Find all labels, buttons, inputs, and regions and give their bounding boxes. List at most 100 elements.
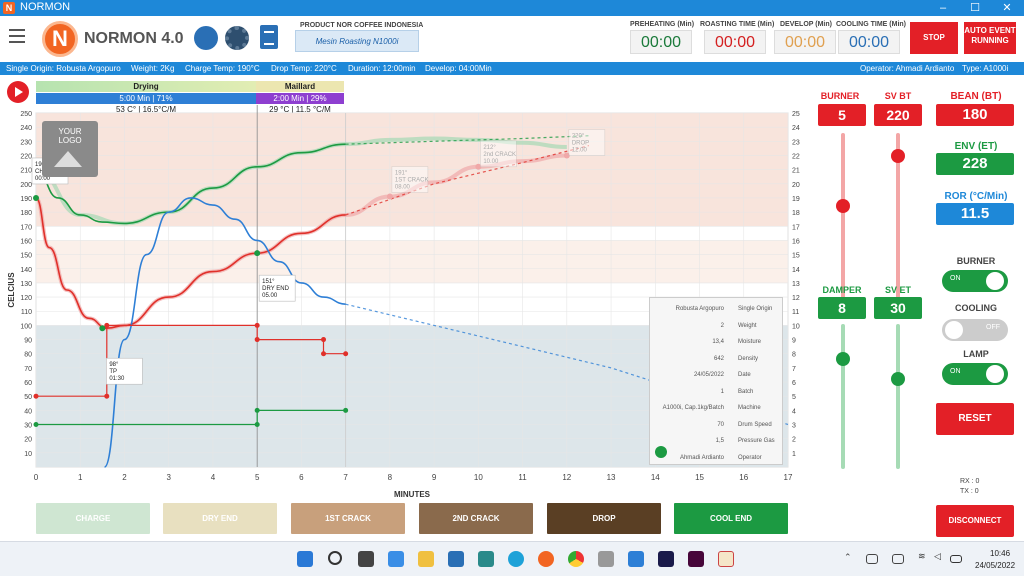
normon-app-icon[interactable]	[538, 551, 554, 567]
annotation-box	[391, 166, 429, 193]
damper-slider-handle[interactable]	[836, 352, 850, 366]
widgets-icon[interactable]	[388, 551, 404, 567]
profile-info-row: 2 Weight	[650, 323, 784, 335]
annotation-dryend-text: 151°	[262, 279, 275, 285]
2nd-crack-button[interactable]: 2ND CRACK	[419, 503, 533, 534]
y-tick-label-left: 80	[24, 352, 32, 359]
windows-start-icon[interactable]	[297, 551, 313, 567]
x-tick-label: 6	[299, 473, 304, 482]
cooling-toggle-knob	[945, 321, 963, 339]
y-tick-label-left: 220	[20, 153, 32, 160]
windows-taskbar: ⌃ ≋ ◁ 10:46 24/05/2022	[0, 541, 1024, 576]
x-tick-label: 17	[784, 473, 793, 482]
burner-toggle[interactable]: ON	[942, 270, 1008, 292]
hamburger-menu-icon[interactable]	[9, 29, 25, 43]
volume-icon[interactable]: ◁	[934, 551, 941, 561]
file-explorer-icon[interactable]	[418, 551, 434, 567]
calculator-icon[interactable]	[478, 551, 494, 567]
burner-slider-handle[interactable]	[836, 199, 850, 213]
collapse-info-button[interactable]	[655, 446, 667, 458]
profile-info-key: Moisture	[738, 339, 762, 345]
y-tick-label-right: 12	[792, 295, 800, 302]
x-tick-label: 13	[607, 473, 616, 482]
dry-end-button[interactable]: DRY END	[163, 503, 277, 534]
x-tick-label: 3	[166, 473, 171, 482]
lamp-toggle[interactable]: ON	[942, 363, 1008, 385]
clock-time[interactable]: 10:46	[990, 549, 1011, 558]
y-tick-label-left: 110	[21, 309, 32, 316]
disconnect-button[interactable]: DISCONNECT	[936, 505, 1014, 537]
maximize-button[interactable]: ☐	[970, 2, 980, 14]
task-view-icon[interactable]	[358, 551, 374, 567]
stop-button[interactable]: STOP	[910, 22, 958, 54]
cooling-time-label: COOLING TIME (Min)	[836, 21, 906, 28]
sv-bt-label: SV BT	[884, 91, 912, 101]
y-tick-label-left: 100	[20, 323, 32, 330]
setpoint-marker	[33, 422, 39, 428]
sv-et-slider[interactable]	[891, 324, 905, 469]
settings-icon[interactable]	[598, 551, 614, 567]
setpoint-marker	[104, 322, 110, 328]
display-icon[interactable]	[892, 554, 904, 564]
auto-event-running-button[interactable]: AUTO EVENT RUNNING	[964, 22, 1016, 54]
setpoint-marker	[254, 322, 260, 328]
photoshop-icon[interactable]	[658, 551, 674, 567]
store-icon[interactable]	[448, 551, 464, 567]
y-tick-label-right: 7	[792, 366, 796, 373]
lamp-toggle-label: LAMP	[963, 349, 989, 359]
cooling-toggle[interactable]: OFF	[942, 319, 1008, 341]
vscode-icon[interactable]	[628, 551, 644, 567]
env-et-value: 228	[936, 153, 1014, 175]
y-tick-label-right: 15	[792, 253, 800, 260]
burner-slider[interactable]	[836, 133, 850, 308]
snipping-tool-icon[interactable]	[718, 551, 734, 567]
tx-counter: TX : 0	[960, 488, 979, 495]
profile-info-value: 24/05/2022	[693, 372, 724, 378]
close-button[interactable]: ✕	[1002, 2, 1012, 14]
charge-button[interactable]: CHARGE	[36, 503, 150, 534]
brand-title: NORMON 4.0	[84, 30, 184, 47]
x-tick-label: 5	[255, 473, 260, 482]
search-icon[interactable]	[328, 551, 342, 565]
profile-info-key: Pressure Gas	[738, 438, 775, 444]
adobe-xd-icon[interactable]	[688, 551, 704, 567]
drop-temp-info: Drop Temp: 220°C	[271, 64, 337, 73]
1st-crack-button[interactable]: 1ST CRACK	[291, 503, 405, 534]
keyboard-icon[interactable]	[866, 554, 878, 564]
y-tick-label-left: 210	[20, 168, 32, 175]
profile-info-value: A1000i, Cap.1kg/Batch	[662, 405, 724, 411]
profile-info-row: Robusta Argopuro Single Origin	[650, 306, 784, 318]
y-tick-label-right: 6	[792, 380, 796, 387]
y-axis-title-left: CELCIUS	[7, 272, 16, 308]
setpoint-marker	[104, 393, 110, 399]
profile-info-panel: Robusta Argopuro Single Origin 2 Weight 13,4…	[649, 297, 783, 465]
tray-chevron-icon[interactable]: ⌃	[844, 552, 852, 562]
y-tick-label-right: 11	[792, 309, 799, 316]
y-tick-label-left: 180	[20, 210, 32, 217]
x-tick-label: 11	[518, 473, 527, 482]
minimize-button[interactable]: –	[939, 2, 947, 14]
annotation-firstcrack-text: 1ST CRACK	[395, 178, 429, 184]
document-icon[interactable]	[260, 25, 278, 49]
y-tick-label-right: 16	[792, 238, 800, 245]
reset-button[interactable]: RESET	[936, 403, 1014, 435]
cool-end-button[interactable]: COOL END	[674, 503, 788, 534]
play-button[interactable]	[7, 81, 29, 103]
wifi-icon[interactable]: ≋	[918, 551, 926, 561]
clock-date[interactable]: 24/05/2022	[975, 561, 1016, 570]
sv-bt-slider-handle[interactable]	[891, 149, 905, 163]
damper-slider[interactable]	[836, 324, 850, 469]
home-icon[interactable]	[194, 26, 218, 50]
x-tick-label: 1	[78, 473, 83, 482]
x-axis-title: MINUTES	[394, 490, 431, 499]
alexa-icon[interactable]	[508, 551, 524, 567]
drop-button[interactable]: DROP	[547, 503, 661, 534]
battery-icon[interactable]	[950, 555, 962, 563]
chrome-icon[interactable]	[568, 551, 584, 567]
sv-bt-slider[interactable]	[891, 133, 905, 308]
annotation-drop-text: 220°	[572, 133, 585, 139]
series-damper-setpoint-line	[36, 409, 346, 426]
sv-et-slider-handle[interactable]	[891, 372, 905, 386]
gear-icon[interactable]	[225, 26, 249, 50]
profile-info-row: Ahmadi Ardianto Operator	[650, 455, 784, 467]
